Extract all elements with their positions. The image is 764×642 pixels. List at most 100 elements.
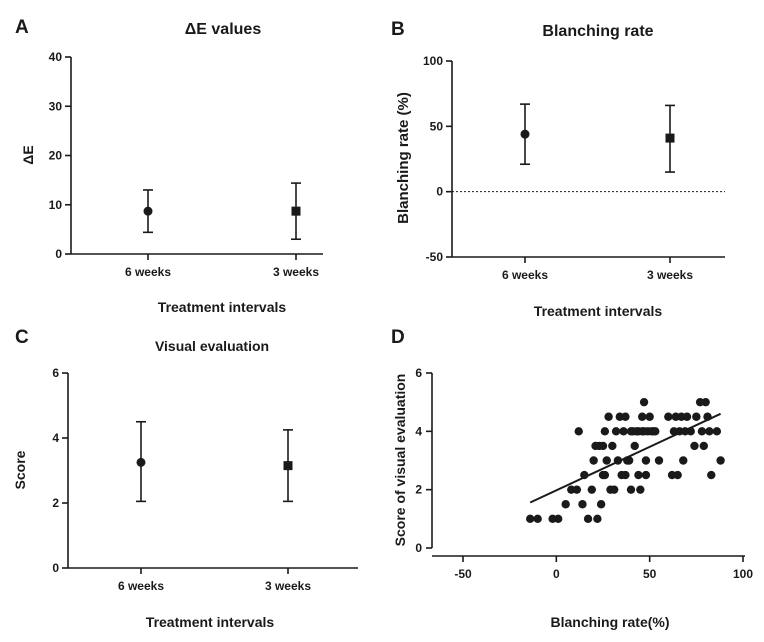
- scatter-point: [639, 397, 649, 407]
- scatter-point: [634, 470, 643, 480]
- scatter-point: [673, 470, 682, 480]
- panel-c-ytick-label: 2: [52, 496, 59, 510]
- scatter-point: [602, 456, 611, 465]
- panel-b-point-6-weeks: [520, 103, 530, 166]
- panel-a-title: ΔE values: [185, 21, 262, 38]
- panel-b-xtick-label: 3 weeks: [647, 268, 693, 282]
- panel-b-ytick-label: -50: [426, 250, 444, 264]
- scatter-point: [600, 427, 610, 436]
- scatter-point: [636, 485, 645, 494]
- mean-marker-square: [283, 461, 293, 471]
- panel-c-ylabel: Score: [12, 450, 28, 489]
- scatter-point: [621, 470, 630, 480]
- scatter-point: [697, 427, 707, 436]
- panel-b-title: Blanching rate: [542, 23, 653, 40]
- scatter-point: [572, 485, 582, 494]
- panel-b-xtick-label: 6 weeks: [502, 268, 548, 282]
- scatter-point: [554, 514, 563, 524]
- panel-letter-c: C: [15, 327, 29, 348]
- panel-c-xtick-label: 6 weeks: [118, 579, 164, 593]
- panel-letter-a: A: [15, 17, 29, 38]
- scatter-point: [707, 470, 716, 480]
- panel-a-ylabel: ΔE: [20, 145, 36, 164]
- scatter-point: [641, 470, 651, 480]
- scatter-point: [604, 412, 613, 421]
- panel-b-ytick-label: 50: [430, 119, 444, 133]
- scatter-point: [600, 470, 610, 480]
- scatter-point: [638, 412, 647, 421]
- panel-a-ytick-label: 20: [49, 149, 63, 163]
- panel-a-point-6-weeks: [143, 189, 153, 234]
- scatter-point: [701, 397, 710, 407]
- scatter-point: [608, 441, 617, 451]
- scatter-point: [526, 514, 535, 524]
- scatter-point: [598, 441, 608, 451]
- panel-d-ytick-label: 2: [415, 483, 422, 497]
- panel-a-ytick-label: 30: [49, 99, 63, 113]
- panel-d-ytick-label: 0: [415, 541, 422, 555]
- panel-c-ytick-label: 0: [52, 561, 59, 575]
- mean-marker-circle: [143, 206, 153, 216]
- scatter-point: [690, 441, 699, 451]
- panel-a-ytick-label: 10: [49, 198, 63, 212]
- panel-c-xlabel: Treatment intervals: [146, 614, 275, 630]
- panel-a-ytick-label: 0: [55, 247, 62, 261]
- panel-c-point-6-weeks: [136, 420, 146, 503]
- scatter-point: [596, 500, 606, 509]
- panel-b-point-3-weeks: [665, 104, 675, 173]
- panel-d-ytick-label: 6: [415, 366, 422, 380]
- scatter-point: [589, 456, 598, 465]
- scatter-point: [587, 485, 596, 494]
- scatter-point: [533, 514, 542, 524]
- panel-b-ytick-label: 100: [423, 54, 443, 68]
- panel-d-ytick-label: 4: [415, 424, 422, 438]
- panel-a-xtick-label: 6 weeks: [125, 265, 171, 279]
- panel-c-point-3-weeks: [283, 429, 293, 503]
- scatter-point: [578, 500, 587, 509]
- scatter-point: [583, 514, 593, 524]
- panel-c-ytick-label: 4: [52, 431, 59, 445]
- mean-marker-square: [291, 206, 301, 216]
- panel-a-ytick-label: 40: [49, 50, 63, 64]
- trend-line: [529, 412, 722, 504]
- scatter-point: [645, 412, 654, 421]
- panel-a-point-3-weeks: [291, 182, 301, 241]
- mean-marker-circle: [136, 457, 146, 467]
- scatter-point: [593, 514, 602, 524]
- mean-marker-square: [665, 133, 675, 143]
- panel-c-title: Visual evaluation: [155, 338, 269, 354]
- panel-b-xlabel: Treatment intervals: [534, 303, 663, 319]
- panel-b-ylabel: Blanching rate (%): [395, 92, 412, 224]
- scatter-point: [679, 456, 688, 465]
- panel-d-xtick-label: 0: [553, 567, 560, 581]
- panel-c-xtick-label: 3 weeks: [265, 579, 311, 593]
- scatter-point: [610, 485, 619, 494]
- scatter-point: [699, 441, 708, 451]
- scatter-point: [619, 427, 628, 436]
- scatter-point: [630, 441, 639, 451]
- scatter-point: [664, 412, 673, 421]
- scatter-point: [705, 427, 714, 436]
- panel-d-xtick-label: -50: [454, 567, 472, 581]
- panel-d-xtick-label: 100: [733, 567, 753, 581]
- scatter-point: [682, 412, 692, 421]
- panel-b-ytick-label: 0: [436, 185, 443, 199]
- scatter-point: [654, 456, 664, 465]
- mean-marker-circle: [520, 129, 530, 139]
- panel-d-xlabel: Blanching rate(%): [550, 614, 669, 630]
- scatter-point: [692, 412, 701, 421]
- panel-a-xlabel: Treatment intervals: [158, 299, 287, 315]
- scatter-point: [561, 500, 570, 509]
- scatter-point: [621, 412, 630, 421]
- scatter-point: [716, 456, 725, 465]
- scatter-point: [574, 427, 583, 436]
- scatter-point: [641, 456, 651, 465]
- scatter-point: [651, 427, 660, 436]
- panel-c-ytick-label: 6: [52, 366, 59, 380]
- scatter-point: [611, 427, 621, 436]
- panel-letter-d: D: [391, 327, 405, 348]
- scatter-point: [626, 485, 636, 494]
- panel-d-ylabel: Score of visual evaluation: [392, 374, 408, 547]
- panel-d-xtick-label: 50: [643, 567, 657, 581]
